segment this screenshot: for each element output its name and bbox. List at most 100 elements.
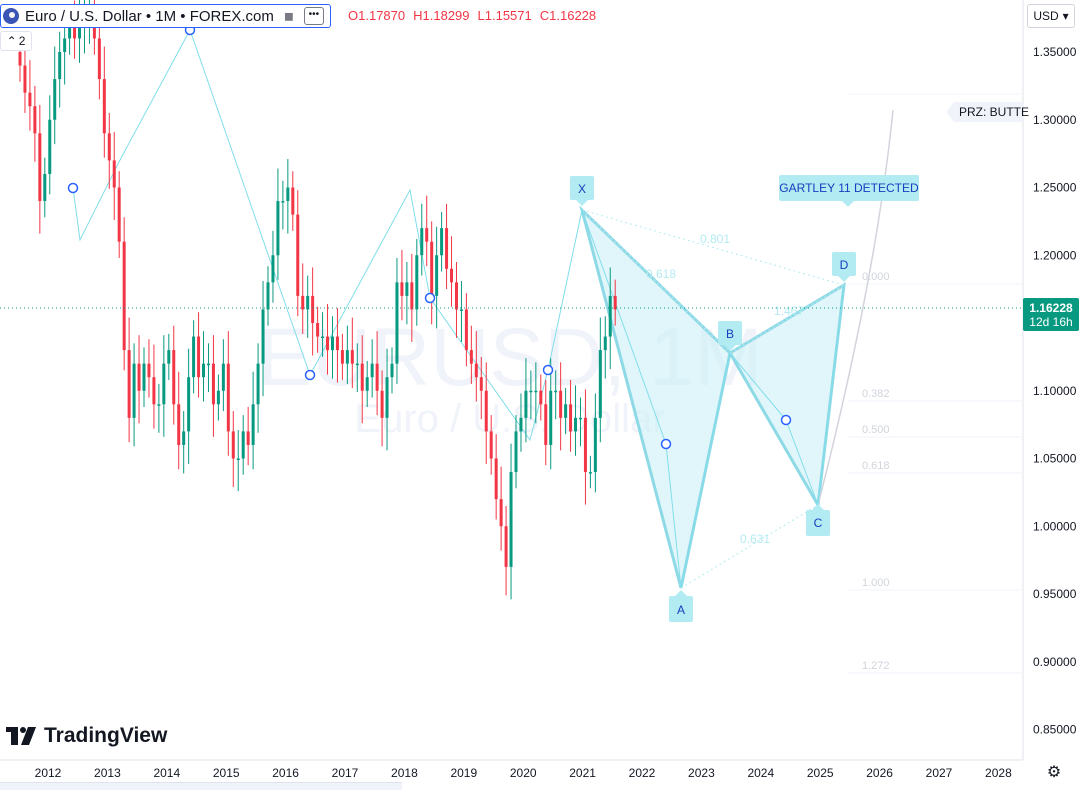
- more-options-icon[interactable]: •••: [303, 7, 324, 25]
- svg-text:B: B: [726, 327, 734, 341]
- pivot-circle: [304, 369, 316, 381]
- candle-body: [112, 160, 116, 188]
- candle-body: [73, 24, 77, 39]
- currency-label: USD: [1033, 9, 1059, 23]
- harmonic-pattern: [579, 93, 1023, 589]
- svg-text:X: X: [578, 182, 586, 196]
- candle-body: [296, 214, 300, 296]
- candle-body: [593, 417, 597, 473]
- point-label-c: C: [806, 504, 830, 536]
- watermark-name: Euro / U.S. Dollar: [354, 397, 665, 441]
- candle-body: [355, 363, 359, 366]
- candle-body: [583, 417, 587, 473]
- close-value: 1.16228: [549, 8, 597, 23]
- ratio-label-ac: 0.631: [740, 532, 770, 546]
- candle-body: [613, 295, 617, 310]
- candle-body: [147, 363, 151, 378]
- candle-body: [132, 363, 136, 418]
- logo-text: TradingView: [44, 724, 168, 747]
- indicator-count: 2: [18, 34, 26, 48]
- fib-levels: 0.000 0.382 0.500 0.618 1.000 1.272: [848, 271, 1023, 674]
- candle-body: [211, 363, 215, 405]
- close-key: C: [539, 8, 550, 23]
- candle-body: [48, 119, 52, 174]
- symbol-title: Euro / U.S. Dollar • 1M • FOREX.com: [25, 7, 274, 25]
- candle-body: [529, 390, 533, 393]
- point-label-d: D: [832, 252, 856, 282]
- bottom-panel-strip[interactable]: [0, 782, 402, 790]
- candle-body: [459, 309, 463, 311]
- candles: [18, 0, 617, 600]
- candle-body: [266, 282, 270, 310]
- candle-body: [504, 526, 508, 567]
- ratio-label-xb: 0.618: [646, 267, 676, 281]
- candle-body: [311, 295, 315, 323]
- candle-body: [276, 201, 280, 256]
- candle-body: [216, 390, 220, 405]
- candle-body: [162, 363, 166, 405]
- candle-body: [231, 431, 235, 459]
- fib-level-label: 1.000: [862, 577, 890, 589]
- pivot-circle: [780, 414, 792, 426]
- candle-body: [559, 390, 563, 418]
- tradingview-logo[interactable]: TradingView: [6, 724, 167, 748]
- candle-body: [43, 173, 47, 202]
- candle-body: [345, 350, 349, 364]
- fib-level-label: 0.382: [862, 388, 890, 400]
- candle-body: [206, 363, 210, 366]
- ratio-label-bd: 1.467: [774, 304, 804, 318]
- pattern-line-xd: [581, 209, 845, 286]
- candle-body: [454, 282, 458, 310]
- currency-selector[interactable]: USD ▾: [1027, 4, 1075, 28]
- svg-text:1.16228: 1.16228: [1029, 301, 1073, 315]
- y-tick-label: 1.00000: [1033, 519, 1077, 533]
- candle-body: [469, 350, 473, 364]
- tradingview-logo-icon: [6, 727, 36, 745]
- pivot-circle: [542, 364, 554, 376]
- chevron-down-icon: ▾: [1062, 9, 1069, 23]
- pivot-circle: [424, 292, 436, 304]
- candle-body: [301, 295, 305, 310]
- candle-body: [608, 295, 612, 337]
- settings-gear-icon[interactable]: ⚙: [1046, 764, 1062, 781]
- time-axis[interactable]: 2012 2013 2014 2015 2016 2017 2018 2019 2020 2021…: [0, 759, 1023, 780]
- candle-body: [28, 92, 32, 107]
- y-tick-label: 0.90000: [1033, 655, 1077, 669]
- candle-body: [524, 390, 528, 418]
- pattern-line-bd: [729, 284, 845, 354]
- candle-body: [410, 282, 414, 310]
- x-tick-label: 2022: [629, 766, 656, 780]
- candle-body: [246, 431, 250, 445]
- candle-body: [539, 390, 543, 405]
- hide-icon[interactable]: ◼: [283, 9, 294, 23]
- candle-body: [445, 228, 449, 269]
- fib-level-label: 0.000: [862, 271, 890, 283]
- y-tick-label: 0.85000: [1033, 723, 1077, 737]
- y-tick-label: 1.20000: [1033, 248, 1077, 262]
- x-tick-label: 2021: [569, 766, 596, 780]
- open-value: 1.17870: [358, 8, 406, 23]
- symbol-legend[interactable]: Euro / U.S. Dollar • 1M • FOREX.com ◼ ••…: [0, 4, 331, 28]
- candle-body: [271, 255, 275, 283]
- candle-body: [316, 323, 320, 337]
- candle-body: [256, 363, 260, 405]
- candle-body: [142, 363, 146, 391]
- y-tick-label: 1.35000: [1033, 45, 1077, 59]
- last-price-label: 1.16228 12d 16h: [1023, 298, 1079, 331]
- candle-body: [33, 106, 37, 134]
- x-tick-label: 2023: [688, 766, 715, 780]
- ratio-label-xd: 0.801: [700, 232, 730, 246]
- candle-body: [58, 52, 62, 80]
- x-tick-label: 2012: [35, 766, 62, 780]
- indicators-collapse-button[interactable]: ⌃ 2: [0, 31, 32, 51]
- candle-body: [519, 417, 523, 432]
- y-tick-label: 1.30000: [1033, 113, 1077, 127]
- candle-body: [435, 255, 439, 296]
- candle-body: [326, 336, 330, 351]
- candle-body: [107, 133, 111, 161]
- candle-body: [420, 228, 424, 256]
- price-axis[interactable]: 1.350001.300001.250001.200001.150001.100…: [1022, 0, 1079, 789]
- x-tick-label: 2015: [213, 766, 240, 780]
- candle-body: [474, 363, 478, 378]
